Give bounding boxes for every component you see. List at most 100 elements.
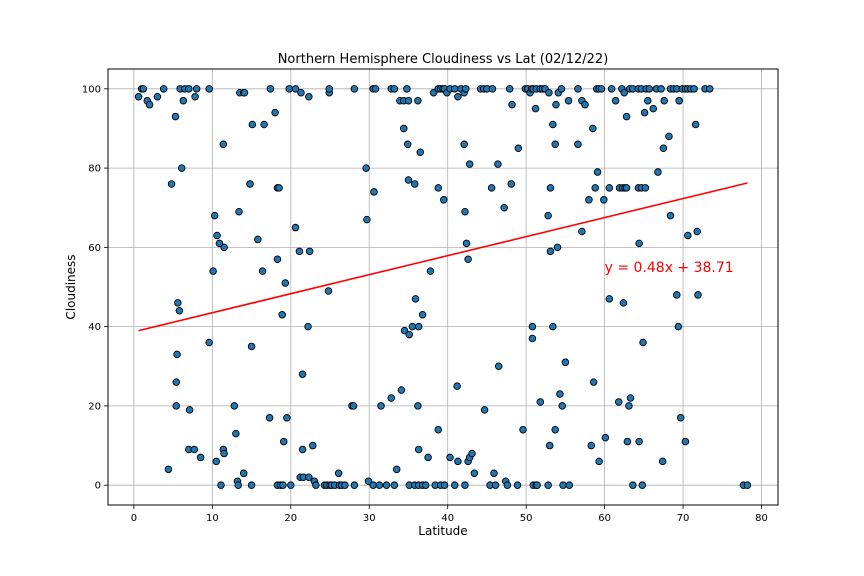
data-point (177, 164, 186, 172)
data-point (468, 449, 476, 458)
data-point (549, 120, 557, 129)
data-point (528, 322, 537, 331)
data-point (660, 96, 668, 105)
data-point (232, 429, 240, 438)
data-point (400, 124, 408, 133)
data-point (638, 481, 647, 489)
x-tick-label: 30 (363, 513, 376, 524)
data-point (639, 338, 647, 347)
data-point (684, 231, 692, 240)
data-point (209, 267, 217, 275)
data-point (403, 140, 412, 149)
data-point (248, 120, 257, 129)
data-point (453, 382, 461, 390)
y-tick-label: 60 (88, 243, 101, 254)
data-point (461, 207, 469, 216)
data-point (536, 398, 545, 406)
x-tick-label: 20 (284, 513, 297, 524)
data-point (414, 96, 422, 105)
data-points (134, 85, 752, 489)
data-point (234, 481, 242, 489)
data-point (246, 180, 254, 188)
data-point (304, 322, 312, 331)
data-point (191, 92, 199, 101)
data-point (619, 299, 628, 307)
data-point (362, 164, 370, 172)
data-point (507, 180, 516, 188)
data-point (414, 322, 423, 331)
data-point (265, 414, 274, 422)
data-point (649, 104, 658, 113)
data-point (291, 223, 300, 232)
data-point (589, 378, 598, 386)
data-point (139, 85, 148, 93)
data-point (589, 124, 597, 133)
data-point (254, 235, 262, 244)
data-point (593, 168, 602, 176)
data-point (416, 148, 424, 156)
data-point (196, 453, 205, 462)
data-point (574, 140, 582, 149)
data-point (690, 85, 698, 93)
data-point (414, 445, 423, 454)
data-point (665, 132, 673, 141)
data-point (235, 207, 243, 216)
data-point (600, 196, 608, 204)
x-tick-label: 60 (598, 513, 611, 524)
data-point (508, 100, 516, 109)
data-point (480, 406, 489, 414)
data-point (205, 338, 213, 347)
data-point (544, 211, 552, 220)
data-point (390, 481, 399, 489)
data-point (279, 481, 287, 489)
data-point (545, 441, 554, 450)
data-point (217, 481, 225, 489)
data-point (350, 85, 359, 93)
data-point (325, 85, 333, 93)
data-point (220, 449, 228, 458)
data-point (392, 465, 401, 474)
data-point (561, 358, 570, 367)
x-tick-label: 80 (755, 513, 768, 524)
data-point (400, 326, 409, 335)
data-point (171, 112, 180, 121)
data-point (601, 433, 610, 442)
data-point (167, 180, 176, 188)
data-point (260, 120, 268, 129)
data-point (641, 184, 650, 192)
data-point (552, 100, 560, 109)
data-point (205, 85, 213, 93)
data-point (464, 255, 472, 264)
data-point (434, 425, 443, 434)
x-tick-label: 50 (520, 513, 533, 524)
data-point (607, 85, 616, 93)
plot-frame (107, 68, 779, 506)
data-point (545, 89, 553, 97)
data-point (174, 299, 182, 307)
x-tick-label: 10 (206, 513, 219, 524)
data-point (454, 92, 462, 101)
y-axis-label: Cloudiness (64, 254, 78, 319)
x-tick-label: 40 (441, 513, 454, 524)
data-point (230, 402, 239, 410)
data-point (403, 85, 411, 93)
data-point (626, 394, 635, 402)
data-point (287, 481, 295, 489)
data-point (666, 211, 675, 220)
data-point (462, 239, 471, 248)
y-tick-label: 40 (88, 322, 101, 333)
data-point (414, 402, 422, 410)
data-point (635, 437, 643, 446)
data-point (551, 140, 559, 149)
data-point (350, 481, 359, 489)
data-point (283, 414, 291, 422)
data-point (172, 402, 181, 410)
data-point (705, 85, 714, 93)
x-axis-label: Latitude (418, 524, 467, 538)
data-point (377, 402, 385, 410)
data-point (470, 469, 479, 478)
data-point (494, 362, 503, 371)
data-point (266, 85, 275, 93)
x-tick-label: 70 (677, 513, 690, 524)
